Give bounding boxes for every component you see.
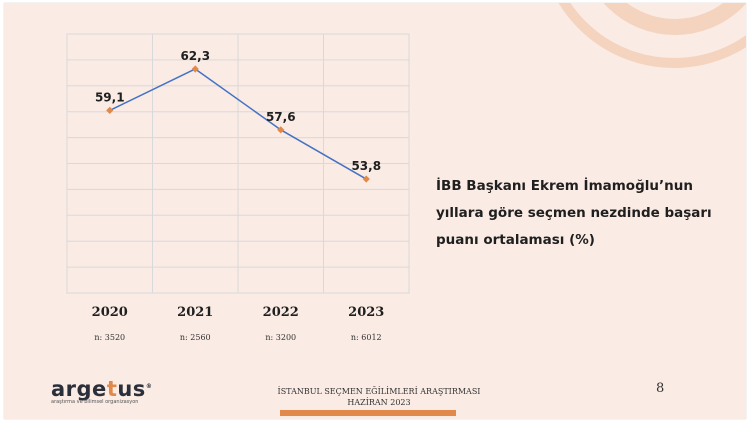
slide: 59,1 62,3 57,6 53,8 2020 2021 2022 2023 n: 3520 n… xyxy=(4,3,746,419)
series-line-segment xyxy=(194,68,282,131)
line-chart: 59,1 62,3 57,6 53,8 2020 2021 2022 2023 n: 3520 n… xyxy=(66,33,410,342)
footer-line: İSTANBUL SEÇMEN EĞİLİMLERİ ARAŞTIRMASI xyxy=(277,387,481,396)
data-point-marker xyxy=(191,65,199,73)
sample-size-label: n: 3520 xyxy=(94,333,125,342)
footer-line: HAZİRAN 2023 xyxy=(347,398,411,407)
sample-size-label: n: 2560 xyxy=(180,333,211,342)
caption-line: yıllara göre seçmen nezdinde başarı xyxy=(436,205,712,221)
series-line-segment xyxy=(109,68,196,112)
x-tick-label: 2023 xyxy=(348,305,384,320)
page-number: 8 xyxy=(656,381,665,396)
x-tick-label: 2020 xyxy=(92,305,128,320)
data-label: 62,3 xyxy=(180,49,210,63)
data-label: 59,1 xyxy=(95,90,125,104)
sample-size-label: n: 6012 xyxy=(351,333,382,342)
series-line-segment xyxy=(280,129,367,180)
x-tick-label: 2022 xyxy=(263,305,299,320)
data-label: 57,6 xyxy=(266,110,296,124)
caption-line: İBB Başkanı Ekrem İmamoğlu’nun xyxy=(436,178,693,194)
x-tick-label: 2021 xyxy=(177,305,213,320)
footer-title: İSTANBUL SEÇMEN EĞİLİMLERİ ARAŞTIRMASI H… xyxy=(274,386,484,408)
sample-size-label: n: 3200 xyxy=(265,333,296,342)
data-point-marker xyxy=(362,175,370,183)
caption-line: puanı ortalaması (%) xyxy=(436,232,595,248)
argetus-logo: argetus® araştırma ve bilimsel organizas… xyxy=(51,377,152,405)
logo-wordmark: argetus® xyxy=(51,377,153,401)
data-point-marker xyxy=(277,126,285,134)
logo-tagline: araştırma ve bilimsel organizasyon xyxy=(51,399,139,405)
data-point-marker xyxy=(106,106,114,115)
data-label: 53,8 xyxy=(351,159,381,173)
chart-caption: İBB Başkanı Ekrem İmamoğlu’nun yıllara g… xyxy=(436,173,716,254)
footer-accent-bar xyxy=(280,410,456,416)
